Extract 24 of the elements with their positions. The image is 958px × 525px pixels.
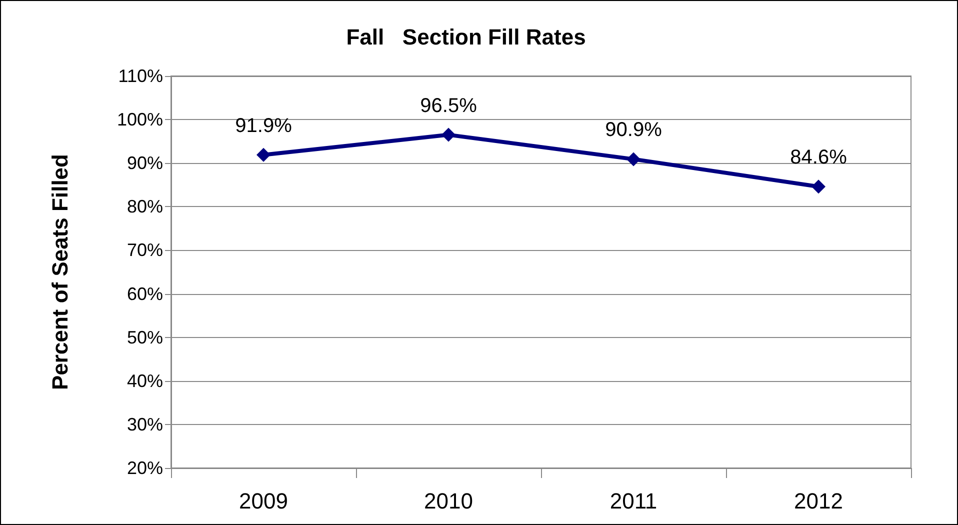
y-tick-label: 40% bbox=[126, 370, 163, 391]
point bbox=[256, 148, 270, 162]
data-label: 84.6% bbox=[790, 146, 848, 169]
point bbox=[442, 128, 456, 142]
data-label: 90.9% bbox=[605, 119, 662, 142]
point bbox=[812, 180, 826, 194]
point bbox=[626, 152, 640, 166]
x-tick-label: 2009 bbox=[239, 488, 288, 514]
y-tick-label: 50% bbox=[126, 327, 163, 348]
data-label: 91.9% bbox=[235, 114, 292, 137]
y-tick-label: 80% bbox=[126, 196, 163, 217]
y-tick-label: 70% bbox=[126, 240, 163, 260]
chart-title: Fall Section Fill Rates bbox=[346, 24, 586, 50]
y-tick-label: 20% bbox=[126, 458, 163, 478]
y-tick-label: 30% bbox=[126, 414, 163, 434]
x-tick-label: 2012 bbox=[794, 488, 843, 514]
y-tick-label: 100% bbox=[116, 110, 163, 130]
y-tick-label: 110% bbox=[118, 66, 163, 86]
x-tick-label: 2010 bbox=[424, 488, 473, 514]
y-tick-label: 90% bbox=[126, 153, 163, 174]
data-label: 96.5% bbox=[420, 94, 478, 117]
y-axis-title: Percent of Seats Filled bbox=[48, 154, 72, 390]
x-tick-label: 2011 bbox=[610, 488, 658, 514]
y-tick-label: 60% bbox=[126, 284, 163, 304]
